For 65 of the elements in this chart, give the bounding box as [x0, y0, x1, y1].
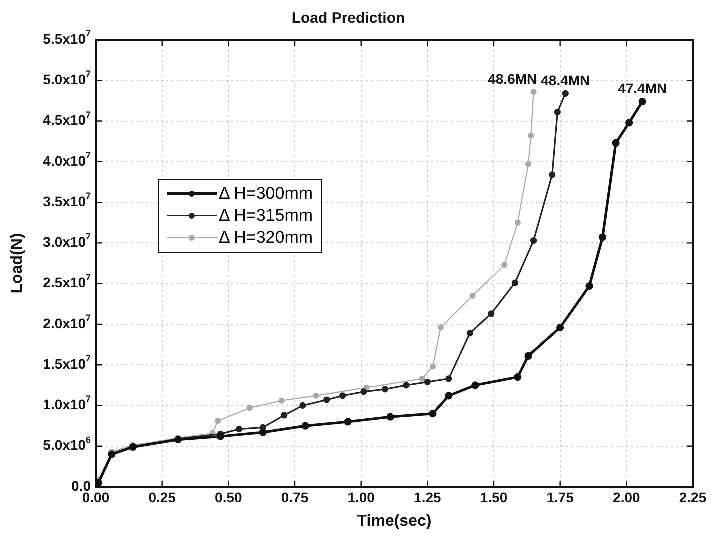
x-tick-label: 0.50	[215, 489, 243, 506]
point	[514, 373, 522, 382]
point	[502, 262, 508, 268]
point	[215, 418, 222, 424]
point	[562, 90, 569, 97]
point	[313, 392, 320, 400]
point	[344, 418, 352, 426]
x-tick-label: 1.50	[480, 489, 508, 506]
point	[281, 412, 288, 419]
point	[403, 382, 410, 389]
point	[216, 432, 225, 440]
point	[446, 376, 452, 382]
point	[598, 234, 607, 242]
point	[236, 426, 243, 433]
annotation: 48.4MN	[541, 72, 590, 88]
point	[586, 282, 594, 290]
x-tick-label: 0.75	[281, 489, 309, 506]
point	[302, 422, 310, 430]
point	[419, 376, 426, 382]
point	[488, 310, 495, 318]
point	[360, 388, 368, 396]
point	[445, 392, 453, 400]
point	[324, 396, 330, 404]
point	[472, 382, 480, 390]
point	[466, 330, 474, 337]
point	[530, 88, 537, 96]
point	[524, 352, 532, 360]
point	[259, 428, 267, 436]
x-tick-label: 0.25	[148, 489, 176, 506]
point	[512, 280, 519, 286]
point	[386, 413, 394, 421]
legend-label: Δ H=320mm	[219, 226, 314, 249]
x-tick-label: 2.25	[679, 489, 707, 506]
point	[300, 402, 306, 410]
point	[525, 161, 532, 168]
legend-label: Δ H=315mm	[219, 204, 314, 227]
point	[626, 119, 634, 127]
legend-label: Δ H=300mm	[219, 182, 314, 205]
point	[429, 410, 437, 418]
annotation: 48.6MN	[488, 70, 538, 87]
point	[556, 324, 564, 332]
x-tick-label: 1.00	[348, 489, 376, 506]
x-tick-label: 1.75	[546, 489, 574, 506]
x-axis-title: Time(sec)	[357, 512, 432, 530]
annotation: 47.4MN	[618, 80, 668, 97]
point	[549, 172, 556, 178]
point	[612, 139, 620, 148]
point	[530, 237, 538, 244]
point	[438, 324, 444, 331]
point	[528, 132, 534, 139]
point	[246, 405, 253, 412]
y-axis-title: Load(N)	[9, 233, 26, 294]
chart-title: Load Prediction	[292, 10, 406, 28]
point	[382, 386, 389, 393]
point	[638, 98, 646, 106]
point	[514, 220, 521, 226]
x-tick-label: 1.25	[414, 489, 442, 506]
point	[470, 292, 476, 300]
point	[554, 109, 561, 116]
y-tick-label: 0.0	[72, 478, 92, 494]
point	[430, 364, 436, 370]
point	[339, 392, 346, 400]
point	[424, 378, 431, 386]
x-tick-label: 2.00	[613, 489, 641, 506]
point	[278, 398, 285, 404]
